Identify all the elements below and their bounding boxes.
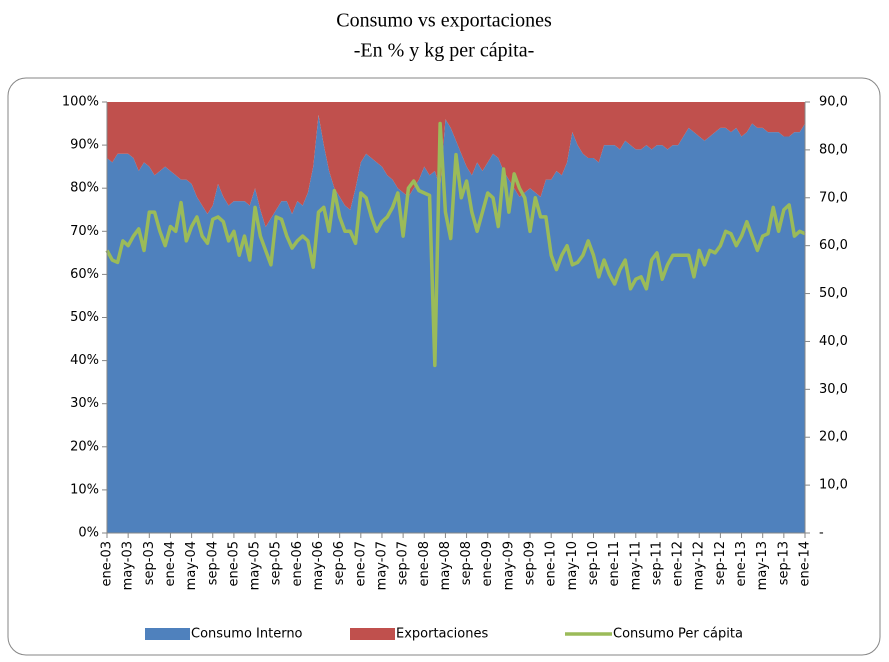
legend-label: Consumo Interno — [191, 627, 303, 642]
x-tick-label: ene-04 — [163, 541, 178, 586]
y-tick-label: 40% — [70, 353, 99, 368]
x-tick-label: may-07 — [374, 541, 389, 590]
y2-tick-label: 10,0 — [819, 478, 848, 493]
x-tick-label: may-11 — [628, 541, 643, 590]
y-tick-label: 10% — [70, 482, 99, 497]
x-tick-label: ene-07 — [353, 541, 368, 586]
x-tick-label: sep-04 — [205, 541, 220, 585]
x-tick-label: ene-09 — [480, 541, 495, 586]
x-tick-label: ene-13 — [734, 541, 749, 586]
x-tick-label: ene-06 — [290, 541, 305, 586]
x-tick-label: ene-05 — [226, 541, 241, 586]
legend-swatch — [145, 628, 190, 640]
y2-tick-label: 20,0 — [819, 430, 848, 445]
chart-subtitle: -En % y kg per cápita- — [354, 40, 534, 62]
x-tick-label: sep-09 — [523, 541, 538, 585]
y-tick-label: 80% — [70, 181, 99, 196]
x-tick-label: sep-06 — [332, 541, 347, 585]
x-tick-label: ene-14 — [798, 541, 813, 586]
y-tick-label: 100% — [62, 95, 99, 110]
x-tick-label: may-04 — [184, 541, 199, 590]
y-tick-label: 20% — [70, 439, 99, 454]
legend-swatch — [350, 628, 395, 640]
x-tick-label: may-10 — [565, 541, 580, 590]
y2-tick-label: 90,0 — [819, 95, 848, 110]
y2-tick-label: - — [819, 526, 824, 541]
x-tick-label: ene-10 — [544, 541, 559, 586]
x-tick-label: may-12 — [692, 541, 707, 590]
x-tick-label: ene-11 — [607, 541, 622, 586]
legend-label: Consumo Per cápita — [613, 627, 743, 642]
x-tick-label: sep-07 — [396, 541, 411, 585]
x-tick-label: sep-13 — [776, 541, 791, 585]
x-tick-label: may-09 — [501, 541, 516, 590]
y-tick-label: 0% — [78, 526, 99, 541]
y-tick-label: 60% — [70, 267, 99, 282]
x-tick-label: may-13 — [755, 541, 770, 590]
x-tick-label: sep-03 — [142, 541, 157, 585]
x-tick-label: sep-08 — [459, 541, 474, 585]
x-tick-label: may-05 — [248, 541, 263, 590]
y-tick-label: 70% — [70, 224, 99, 239]
legend-label: Exportaciones — [396, 627, 488, 642]
x-tick-label: ene-08 — [417, 541, 432, 586]
x-tick-label: sep-05 — [269, 541, 284, 585]
y2-tick-label: 70,0 — [819, 190, 848, 205]
x-tick-label: sep-11 — [649, 541, 664, 585]
x-tick-label: sep-10 — [586, 541, 601, 585]
x-tick-label: ene-12 — [671, 541, 686, 586]
y2-tick-label: 80,0 — [819, 142, 848, 157]
x-tick-label: may-03 — [121, 541, 136, 590]
line — [105, 121, 806, 368]
y-tick-label: 50% — [70, 310, 99, 325]
y2-tick-label: 40,0 — [819, 334, 848, 349]
y-tick-label: 90% — [70, 138, 99, 153]
x-tick-label: sep-12 — [713, 541, 728, 585]
chart-title: Consumo vs exportaciones — [336, 10, 552, 32]
x-tick-label: may-06 — [311, 541, 326, 590]
y2-tick-label: 60,0 — [819, 238, 848, 253]
y2-tick-label: 30,0 — [819, 382, 848, 397]
y-tick-label: 30% — [70, 396, 99, 411]
y2-tick-label: 50,0 — [819, 286, 848, 301]
x-tick-label: may-08 — [438, 541, 453, 590]
x-tick-label: ene-03 — [100, 541, 115, 586]
area — [107, 102, 805, 227]
